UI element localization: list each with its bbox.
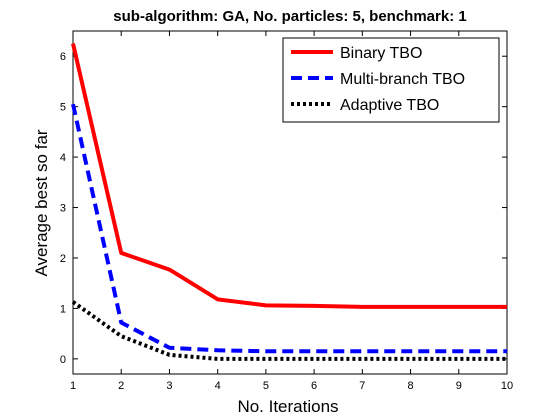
legend-label: Adaptive TBO	[340, 97, 439, 114]
x-tick-label: 1	[70, 380, 76, 392]
x-tick-label: 3	[166, 380, 172, 392]
legend-label: Multi-branch TBO	[340, 71, 465, 88]
legend: Binary TBO Multi-branch TBO Adaptive TBO	[282, 37, 500, 123]
y-tick-label: 0	[60, 354, 66, 366]
y-axis-label: Average best so far	[32, 129, 51, 276]
x-tick-label: 4	[215, 380, 221, 392]
y-tick-label: 4	[60, 152, 66, 164]
y-tick-label: 2	[60, 253, 66, 265]
x-tick-label: 9	[456, 380, 462, 392]
chart-title: sub-algorithm: GA, No. particles: 5, ben…	[113, 8, 466, 25]
y-tick-label: 3	[60, 203, 66, 215]
x-tick-label: 6	[311, 380, 317, 392]
axis-ticks: 1 2 3 4 5 6 7 8 9 10 0 1 2 3 4 5 6	[60, 31, 513, 392]
x-tick-label: 8	[407, 380, 413, 392]
series-line-3	[71, 300, 507, 361]
y-tick-label: 1	[60, 303, 66, 315]
x-tick-label: 10	[501, 380, 513, 392]
y-tick-label: 6	[60, 51, 66, 63]
x-tick-label: 2	[118, 380, 124, 392]
series-layer	[71, 43, 507, 361]
x-tick-label: 5	[263, 380, 269, 392]
series-line-1	[71, 43, 507, 309]
series-line-2	[71, 103, 507, 354]
x-tick-label: 7	[359, 380, 365, 392]
y-tick-label: 5	[60, 102, 66, 114]
x-axis-label: No. Iterations	[237, 397, 338, 416]
legend-label: Binary TBO	[340, 45, 422, 62]
